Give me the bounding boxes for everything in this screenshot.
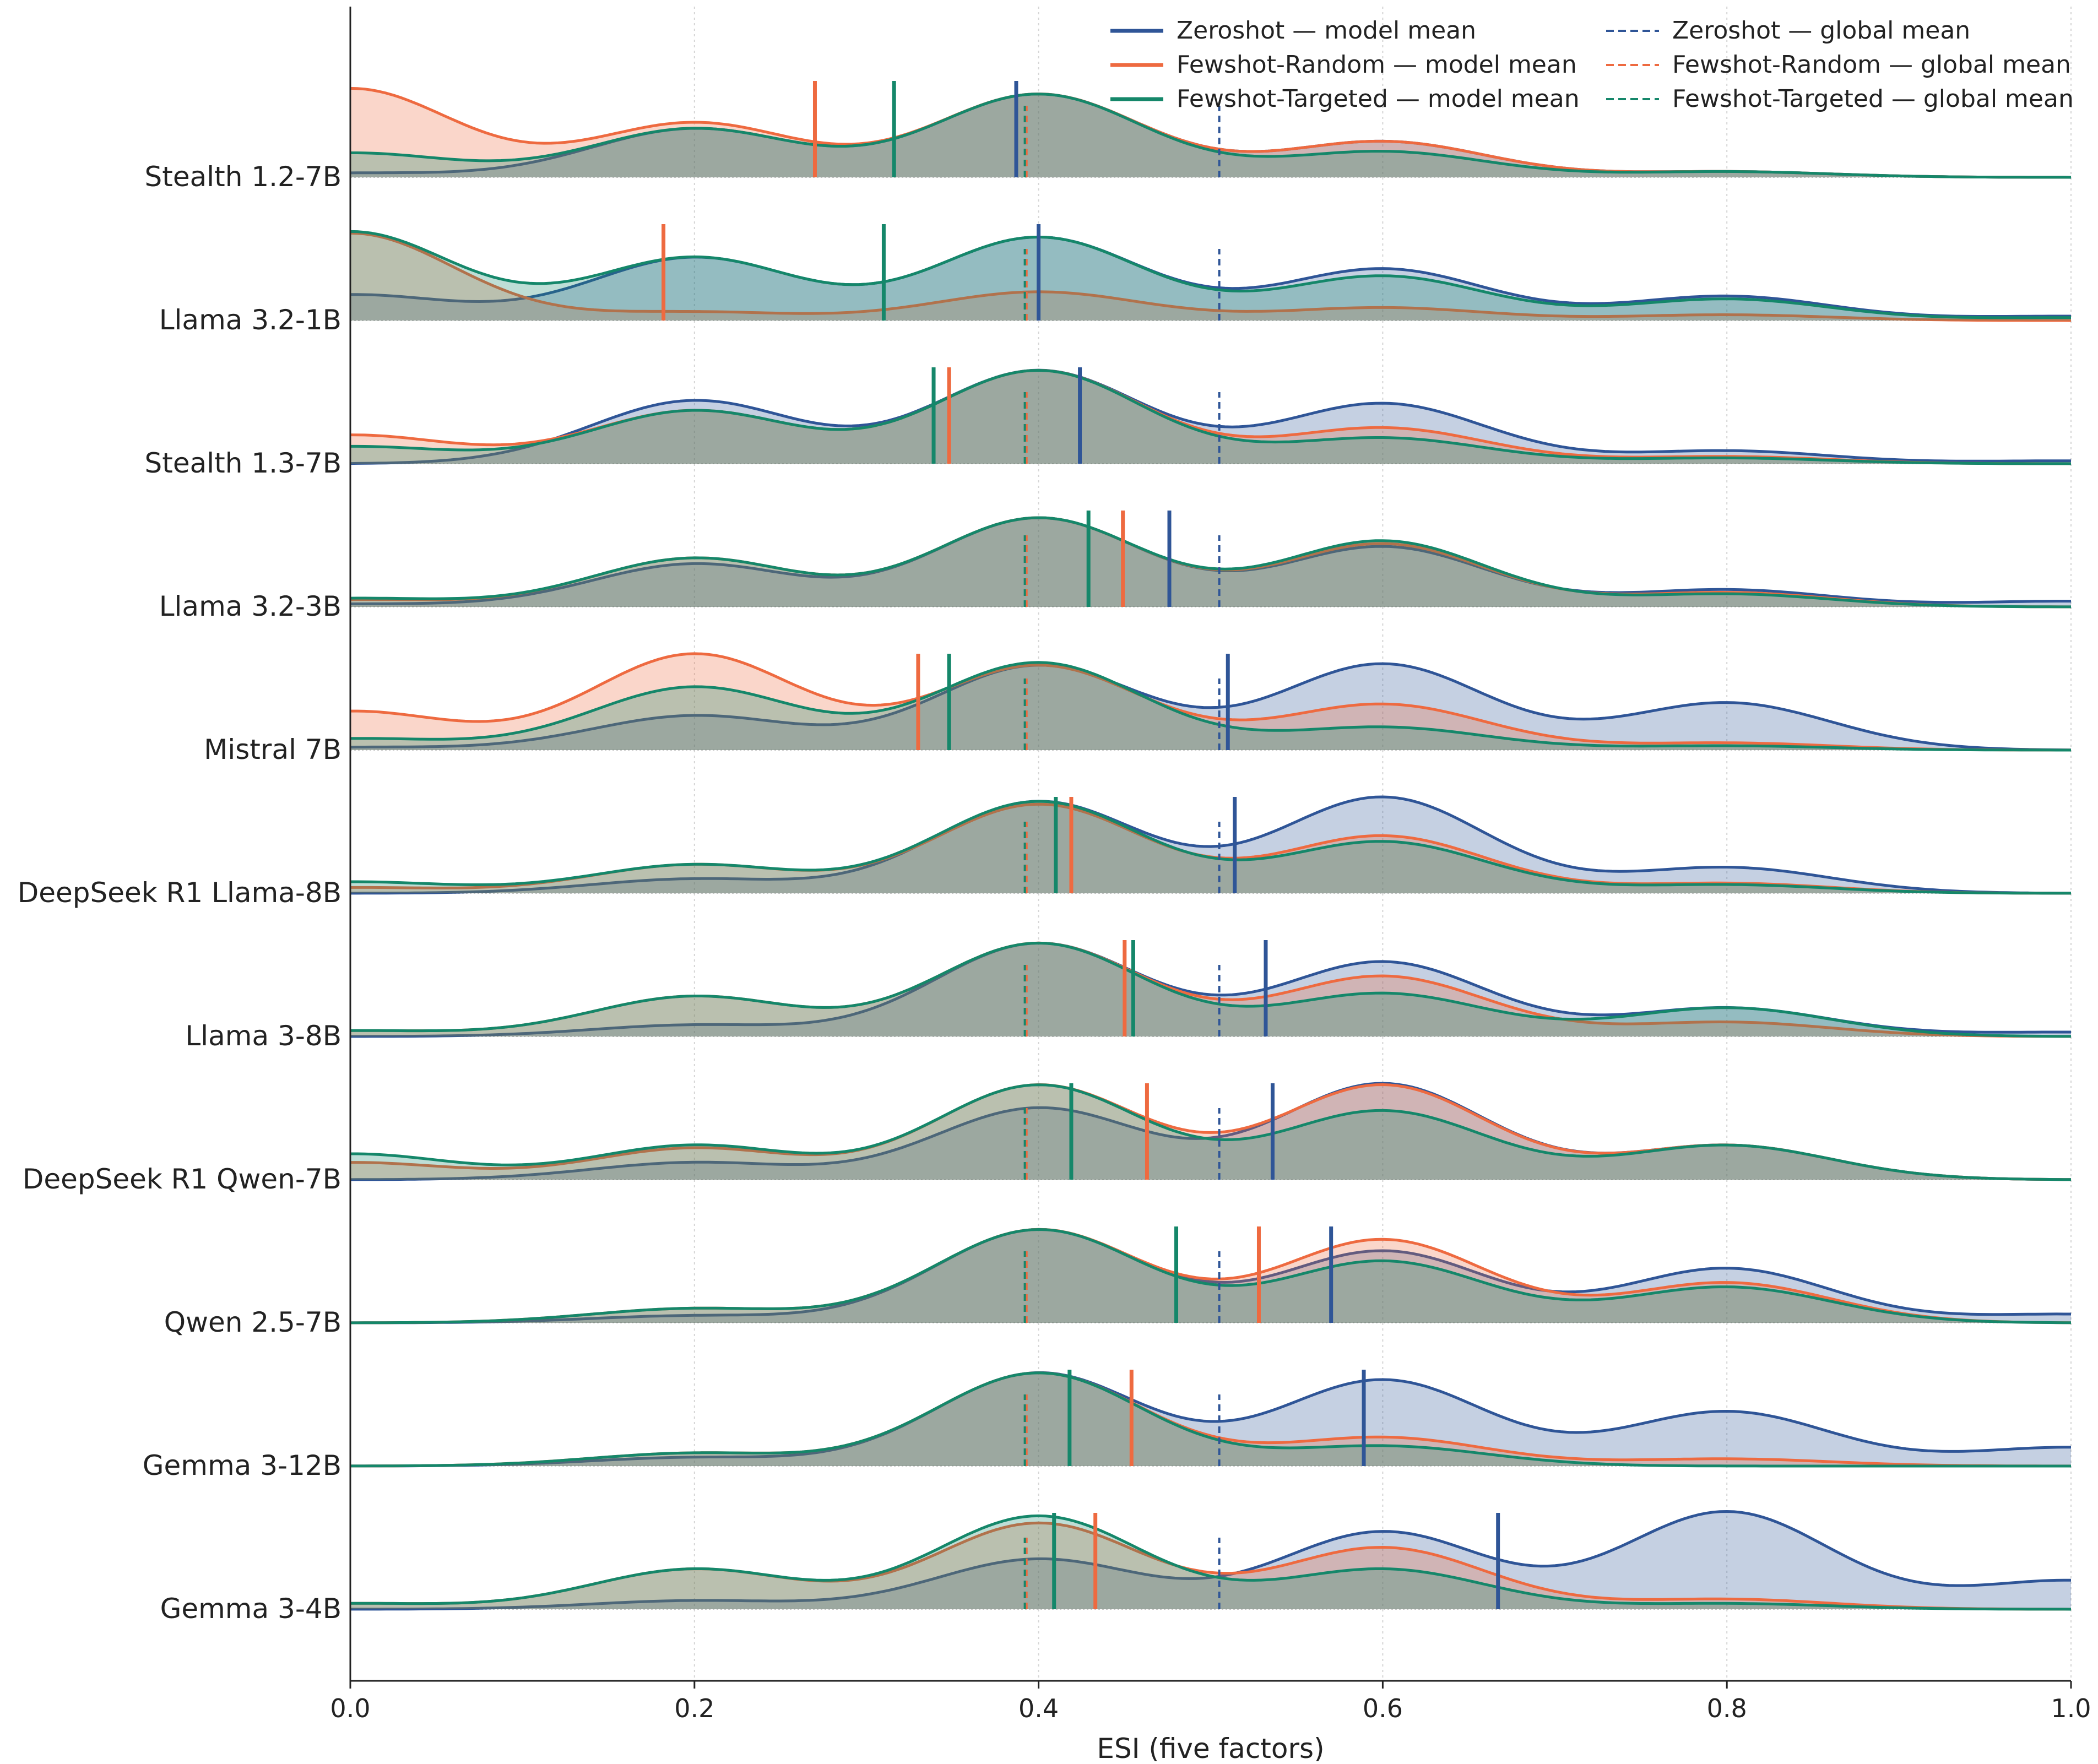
row-label: Llama 3.2-3B	[159, 590, 341, 622]
fewshot-random-density-area	[350, 1229, 2071, 1323]
fewshot-targeted-density-area	[350, 94, 2071, 177]
ridge-row: Mistral 7B	[204, 652, 2072, 766]
x-tick-label: 0.6	[1363, 1694, 1403, 1723]
zeroshot-density-area	[350, 370, 2071, 464]
legend-item: Zeroshot — global mean	[1606, 17, 1970, 45]
legend-item: Fewshot-Random — model mean	[1110, 51, 1577, 79]
fewshot-random-density-area	[350, 1523, 2071, 1609]
legend-label: Zeroshot — model mean	[1177, 17, 1476, 45]
x-tick-label: 1.0	[2051, 1694, 2091, 1723]
fewshot-targeted-density-line	[350, 368, 2072, 465]
fewshot-random-density-area	[350, 370, 2071, 464]
x-tick-label: 0.2	[674, 1694, 714, 1723]
row-label: Gemma 3-4B	[160, 1593, 341, 1625]
fewshot-targeted-density-line	[350, 1514, 2072, 1611]
fewshot-random-density-line	[350, 652, 2071, 752]
row-label: Stealth 1.2-7B	[145, 161, 342, 193]
fewshot-targeted-density-line	[350, 516, 2071, 609]
zeroshot-density-line	[350, 1371, 2071, 1468]
zeroshot-density-line	[350, 1228, 2071, 1325]
zeroshot-density-line	[350, 1510, 2071, 1611]
axis-layer: ESI (five factors) 0.0 0.2 0.4 0.6 0.8 1.0	[330, 7, 2091, 1764]
zeroshot-density-area	[350, 1372, 2071, 1466]
zeroshot-density-area	[350, 664, 2071, 750]
fewshot-random-density-area	[350, 1372, 2071, 1466]
fewshot-random-density-area	[350, 804, 2071, 893]
ridge-row: Gemma 3-4B	[160, 1510, 2072, 1625]
legend-item: Zeroshot — model mean	[1110, 17, 1476, 45]
fewshot-random-density-area	[350, 88, 2071, 177]
row-label: DeepSeek R1 Qwen-7B	[23, 1163, 341, 1195]
fewshot-targeted-density-line	[350, 230, 2071, 319]
zeroshot-density-area	[350, 518, 2071, 607]
row-label: Qwen 2.5-7B	[164, 1306, 341, 1338]
legend-item: Fewshot-Random — global mean	[1606, 51, 2071, 79]
zeroshot-density-area	[350, 797, 2071, 893]
fewshot-targeted-density-area	[350, 370, 2071, 464]
legend-label: Fewshot-Targeted — model mean	[1177, 85, 1580, 113]
row-label: Llama 3.2-1B	[159, 304, 341, 336]
fewshot-random-density-area	[350, 233, 2071, 321]
fewshot-random-density-area	[350, 943, 2071, 1036]
ridge-row: Qwen 2.5-7B	[164, 1226, 2072, 1338]
ridge-row: DeepSeek R1 Qwen-7B	[23, 1082, 2072, 1195]
row-label: Stealth 1.3-7B	[145, 447, 342, 479]
zeroshot-density-line	[350, 795, 2071, 895]
legend-item: Fewshot-Targeted — global mean	[1606, 85, 2074, 113]
ridge-row: Llama 3.2-3B	[159, 511, 2071, 622]
legend: Zeroshot — model mean Fewshot-Random — mo…	[1110, 17, 2074, 113]
zeroshot-density-line	[350, 368, 2071, 465]
fewshot-targeted-density-area	[350, 231, 2071, 321]
fewshot-random-density-area	[350, 518, 2071, 607]
row-label: Mistral 7B	[204, 734, 341, 766]
fewshot-targeted-density-line	[350, 93, 2072, 179]
zeroshot-density-area	[350, 1083, 2071, 1180]
x-axis-label: ESI (five factors)	[1097, 1733, 1324, 1761]
fewshot-targeted-density-line	[350, 941, 2072, 1038]
legend-label: Zeroshot — global mean	[1672, 17, 1970, 45]
x-tick-label: 0.4	[1018, 1694, 1059, 1723]
fewshot-random-density-area	[350, 1084, 2071, 1180]
legend-item: Fewshot-Targeted — model mean	[1110, 85, 1580, 113]
fewshot-random-density-area	[350, 653, 2071, 750]
ridge-row: DeepSeek R1 Llama-8B	[18, 795, 2071, 909]
ridge-layer: Gemma 3-4B Gemma 3-12B Qwen 2.5-7B DeepSeek…	[18, 81, 2072, 1625]
legend-label: Fewshot-Random — global mean	[1672, 51, 2071, 79]
fewshot-targeted-density-area	[350, 1516, 2071, 1609]
fewshot-targeted-density-area	[350, 1229, 2071, 1323]
fewshot-targeted-density-area	[350, 662, 2071, 750]
legend-label: Fewshot-Targeted — global mean	[1672, 85, 2074, 113]
fewshot-targeted-density-line	[350, 1083, 2072, 1181]
zeroshot-density-area	[350, 94, 2071, 177]
row-label: Gemma 3-12B	[143, 1450, 341, 1481]
legend-label: Fewshot-Random — model mean	[1177, 51, 1577, 79]
ridge-row: Stealth 1.3-7B	[145, 367, 2072, 479]
x-tick-label: 0.0	[330, 1694, 370, 1723]
fewshot-targeted-density-area	[350, 943, 2071, 1036]
fewshot-targeted-density-area	[350, 1084, 2071, 1180]
ridge-row: Gemma 3-12B	[143, 1370, 2071, 1481]
fewshot-targeted-density-line	[350, 1371, 2071, 1468]
fewshot-targeted-density-area	[350, 1372, 2071, 1466]
fewshot-random-density-line	[350, 231, 2072, 322]
fewshot-targeted-density-line	[350, 800, 2071, 895]
fewshot-targeted-density-line	[350, 661, 2071, 752]
x-tick-label: 0.8	[1707, 1694, 1747, 1723]
fewshot-targeted-density-line	[350, 1228, 2071, 1325]
zeroshot-density-area	[350, 1511, 2071, 1609]
ridge-row: Llama 3-8B	[185, 940, 2072, 1052]
row-label: DeepSeek R1 Llama-8B	[18, 877, 341, 909]
zeroshot-density-line	[350, 662, 2072, 752]
zeroshot-density-area	[350, 237, 2071, 321]
zeroshot-density-area	[350, 1229, 2071, 1323]
fewshot-targeted-density-area	[350, 518, 2071, 607]
row-label: Llama 3-8B	[185, 1020, 341, 1052]
ridge-row: Stealth 1.2-7B	[145, 81, 2072, 193]
ridge-row: Llama 3.2-1B	[159, 224, 2072, 336]
